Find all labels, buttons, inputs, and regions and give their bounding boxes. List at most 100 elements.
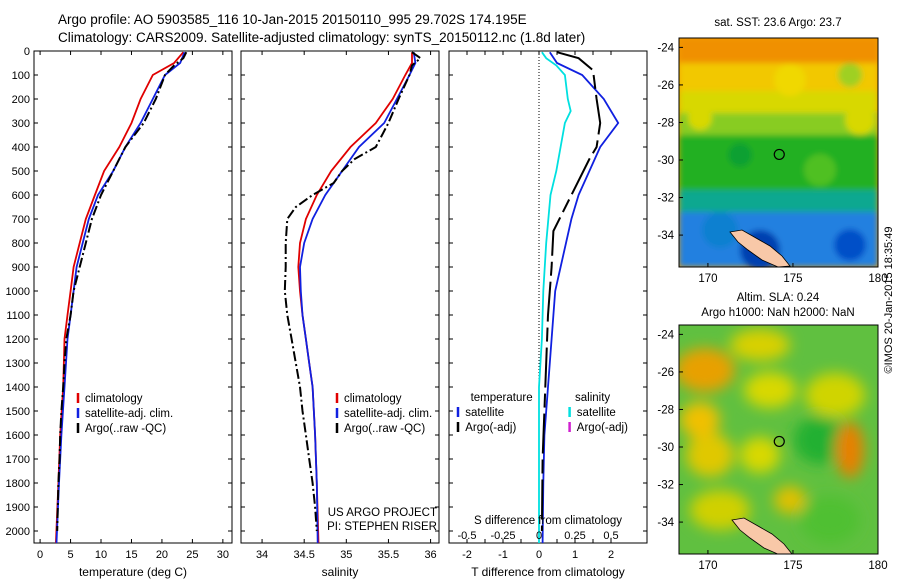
map-y-tick-label: -30 [657, 442, 674, 454]
y-tick-label: 200 [12, 94, 30, 106]
x-axis-label: T difference from climatology [471, 565, 625, 579]
x-tick-label: 0 [37, 549, 43, 561]
y-tick-label: 1900 [6, 502, 30, 514]
x-tick-label: 1 [572, 549, 578, 561]
map-y-tick-label: -30 [657, 155, 674, 167]
x-tick-label: -1 [498, 549, 508, 561]
series-line-temperature-satellite [541, 51, 620, 544]
x-tick-label: 0 [536, 549, 542, 561]
figure-title-line-2: Climatology: CARS2009. Satellite-adjuste… [58, 30, 586, 45]
plot-frame [448, 50, 648, 544]
s-difference-label: S difference from climatology [474, 515, 622, 527]
s-tick-label: 0.25 [564, 530, 585, 542]
y-tick-label: 1200 [6, 334, 30, 346]
x-tick-label: 35.5 [378, 549, 399, 561]
sst-argo-position-marker [773, 148, 785, 161]
legend-temperature-item: Argo(-adj) [465, 422, 516, 434]
sla-map-panel: Altim. SLA: 0.24 Argo h1000: NaN h2000: … [657, 292, 887, 572]
legend-item: Argo(..raw -QC) [344, 423, 425, 435]
x-axis-label: temperature (deg C) [79, 565, 187, 579]
sst-map-frame [678, 37, 879, 268]
x-tick-label: 5 [67, 549, 73, 561]
series-line-satellite-adj [299, 52, 417, 544]
y-tick-label: 100 [12, 70, 30, 82]
legend-item: satellite-adj. clim. [85, 408, 173, 420]
legend-item: climatology [344, 393, 402, 405]
s-tick-label: 0 [536, 530, 542, 542]
y-tick-label: 1700 [6, 454, 30, 466]
x-tick-label: -2 [462, 549, 472, 561]
y-tick-label: 0 [24, 46, 30, 58]
series-line-climatology [55, 51, 184, 544]
sla-map-title-1: Altim. SLA: 0.24 [737, 292, 820, 304]
map-y-tick-label: -28 [657, 117, 674, 129]
y-tick-label: 1300 [6, 358, 30, 370]
x-tick-label: 35 [340, 549, 352, 561]
credit-timestamp: ©IMOS 20-Jan-2015 18:35:49 [883, 227, 895, 374]
y-tick-label: 2000 [6, 526, 30, 538]
map-x-tick-label: 180 [868, 560, 887, 572]
map-x-tick-label: 180 [868, 273, 887, 285]
x-tick-label: 10 [95, 549, 107, 561]
sla-argo-position-marker [773, 435, 785, 448]
map-y-tick-label: -24 [657, 42, 674, 54]
map-y-tick-label: -24 [657, 329, 674, 341]
legend-temperature-header: temperature [471, 392, 533, 404]
legend-salinity-item: Argo(-adj) [577, 422, 628, 434]
difference-panel: -2 -1 0 1 2 T difference from climatology S di… [448, 50, 648, 579]
series-line-temperature-argo-adj- [540, 51, 602, 532]
y-tick-label: 1100 [6, 310, 30, 322]
s-tick-label: -0.25 [490, 530, 515, 542]
figure-title-line-1: Argo profile: AO 5903585_116 10-Jan-2015… [58, 12, 527, 27]
map-y-tick-label: -34 [657, 230, 674, 242]
x-tick-label: 36 [424, 549, 436, 561]
x-tick-label: 30 [217, 549, 229, 561]
y-tick-label: 1000 [6, 286, 30, 298]
map-x-tick-label: 170 [698, 560, 717, 572]
y-tick-label: 900 [12, 262, 30, 274]
plot-frame [240, 50, 440, 544]
s-tick-label: 0.5 [603, 530, 618, 542]
sla-map-frame [678, 324, 879, 555]
s-tick-label: -0.5 [458, 530, 477, 542]
legend-salinity-header: salinity [575, 392, 610, 404]
legend-item: Argo(..raw -QC) [85, 423, 166, 435]
x-tick-label: 34 [256, 549, 268, 561]
y-tick-label: 300 [12, 118, 30, 130]
salinity-panel: 34 34.5 35 35.5 36 salinity climatology satelli… [240, 50, 440, 579]
x-tick-label: 25 [186, 549, 198, 561]
map-x-tick-label: 175 [783, 273, 802, 285]
x-tick-label: 34.5 [293, 549, 314, 561]
legend-item: satellite-adj. clim. [344, 408, 432, 420]
y-tick-label: 400 [12, 142, 30, 154]
sst-land-new-caledonia [729, 229, 791, 267]
sst-map-field [679, 38, 878, 267]
map-y-tick-label: -32 [657, 193, 674, 205]
x-tick-label: 20 [156, 549, 168, 561]
series-line-satellite-adj [55, 51, 186, 544]
legend-temperature-item: satellite [465, 407, 504, 419]
series-line-argo [283, 51, 423, 532]
y-tick-label: 1600 [6, 430, 30, 442]
x-axis-label: salinity [322, 565, 359, 579]
project-annotation: PI: STEPHEN RISER [327, 521, 437, 533]
map-y-tick-label: -34 [657, 517, 674, 529]
plot-frame [33, 50, 233, 544]
sst-map-panel: sat. SST: 23.6 Argo: 23.7 170 175 180 -24 -2… [657, 17, 887, 285]
sla-map-field [679, 325, 878, 554]
map-y-tick-label: -32 [657, 480, 674, 492]
y-tick-label: 800 [12, 238, 30, 250]
y-tick-label: 1500 [6, 406, 30, 418]
series-line-salinity-satellite [538, 51, 572, 543]
y-tick-label: 600 [12, 190, 30, 202]
sla-map-title-2: Argo h1000: NaN h2000: NaN [701, 307, 854, 319]
x-tick-label: 15 [125, 549, 137, 561]
legend-salinity-item: satellite [577, 407, 616, 419]
sst-map-title: sat. SST: 23.6 Argo: 23.7 [714, 17, 841, 29]
y-tick-label: 500 [12, 166, 30, 178]
y-tick-label: 1400 [6, 382, 30, 394]
temperature-panel: 0 5 10 15 20 25 300100200300400500600700800900… [6, 46, 233, 579]
map-y-tick-label: -26 [657, 367, 674, 379]
legend-item: climatology [85, 393, 143, 405]
